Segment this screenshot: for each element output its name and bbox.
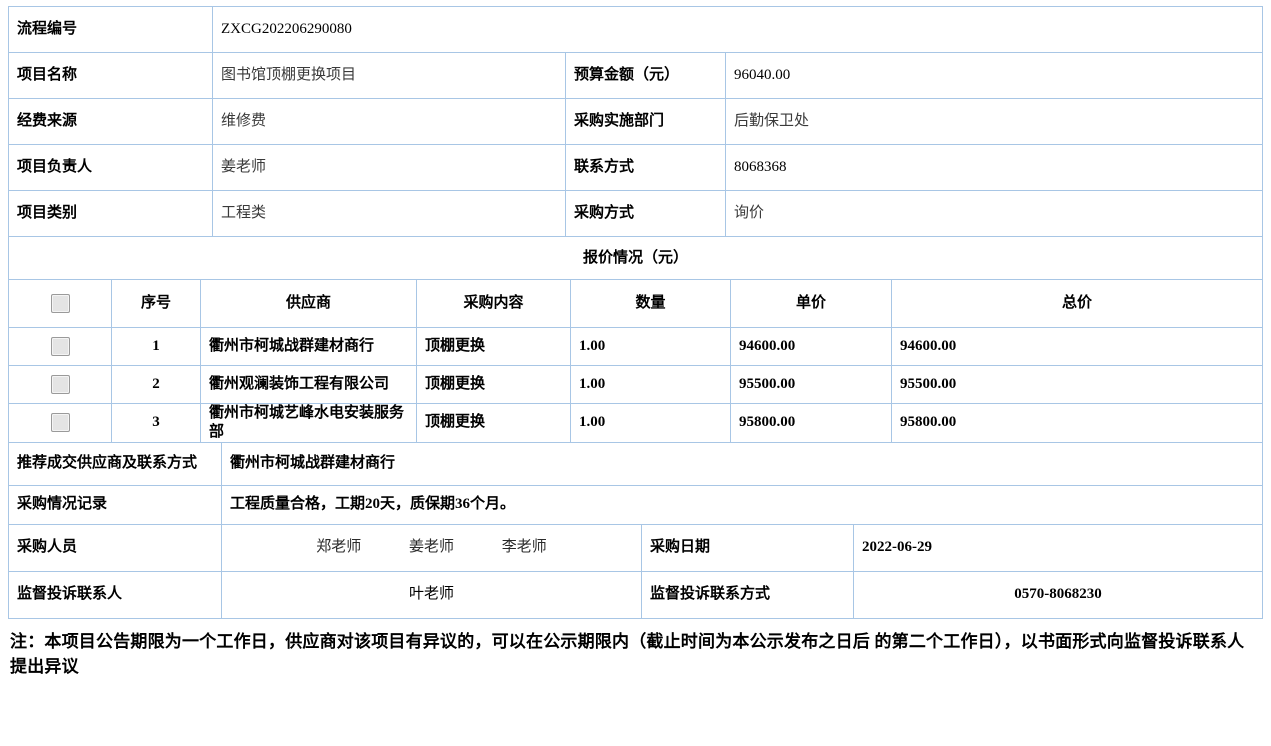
value-buyers: 郑老师 姜老师 李老师: [221, 523, 642, 572]
cell-quantity: 1.00: [570, 365, 731, 404]
quote-table: 序号 供应商 采购内容 数量 单价 总价 1 衢州市柯城战群建材商行 顶棚更换 …: [8, 279, 1263, 443]
cell-unit-price: 95800.00: [730, 403, 892, 443]
row-funding-source: 经费来源 维修费 采购实施部门 后勤保卫处: [8, 98, 1264, 145]
label-executing-department: 采购实施部门: [565, 98, 726, 145]
cell-quantity: 1.00: [570, 403, 731, 443]
checkbox-icon[interactable]: [50, 375, 70, 395]
row-buyers: 采购人员 郑老师 姜老师 李老师 采购日期 2022-06-29: [8, 523, 1263, 572]
value-procurement-method: 询价: [724, 190, 1264, 237]
label-purchase-date: 采购日期: [641, 523, 854, 572]
row-recommended-supplier: 推荐成交供应商及联系方式 衢州市柯城战群建材商行: [8, 441, 1263, 486]
row-checkbox-wrap[interactable]: [50, 375, 70, 395]
row-supervisor: 监督投诉联系人 叶老师 监督投诉联系方式 0570-8068230: [8, 570, 1263, 619]
row-checkbox-cell[interactable]: [8, 327, 112, 366]
buyer-name: 李老师: [501, 539, 547, 556]
row-project-category: 项目类别 工程类 采购方式 询价: [8, 190, 1264, 237]
row-checkbox-cell[interactable]: [8, 365, 112, 404]
value-executing-department: 后勤保卫处: [724, 98, 1264, 145]
checkbox-icon[interactable]: [50, 337, 70, 357]
column-header-quantity: 数量: [570, 279, 731, 328]
value-supervisor-contact-method: 0570-8068230: [853, 570, 1263, 619]
cell-index: 1: [111, 327, 201, 366]
cell-unit-price: 94600.00: [730, 327, 892, 366]
column-header-supplier: 供应商: [200, 279, 417, 328]
checkbox-icon[interactable]: [50, 294, 70, 314]
row-checkbox-cell[interactable]: [8, 403, 112, 443]
announcement-note: 注：本项目公告期限为一个工作日，供应商对该项目有异议的，可以在公示期限内（截止时…: [10, 631, 1245, 677]
label-process-number: 流程编号: [8, 6, 213, 53]
cell-total-price: 95800.00: [891, 403, 1263, 443]
value-recommended-supplier: 衢州市柯城战群建材商行: [221, 441, 1263, 486]
quote-table-header-row: 序号 供应商 采购内容 数量 单价 总价: [8, 279, 1263, 328]
value-project-category: 工程类: [212, 190, 566, 237]
label-funding-source: 经费来源: [8, 98, 213, 145]
label-buyers: 采购人员: [8, 523, 222, 572]
value-budget-amount: 96040.00: [724, 52, 1264, 99]
value-purchase-date: 2022-06-29: [853, 523, 1263, 572]
cell-content: 顶棚更换: [416, 403, 571, 443]
cell-unit-price: 95500.00: [730, 365, 892, 404]
cell-total-price: 95500.00: [891, 365, 1263, 404]
row-checkbox-wrap[interactable]: [50, 413, 70, 433]
row-procurement-record: 采购情况记录 工程质量合格，工期20天，质保期36个月。: [8, 484, 1263, 525]
value-project-name: 图书馆顶棚更换项目: [212, 52, 566, 99]
table-row: 3 衢州市柯城艺峰水电安装服务部 顶棚更换 1.00 95800.00 9580…: [8, 403, 1263, 443]
select-all-checkbox-wrap[interactable]: [50, 294, 70, 314]
cell-index: 3: [111, 403, 201, 443]
footer-table: 推荐成交供应商及联系方式 衢州市柯城战群建材商行 采购情况记录 工程质量合格，工…: [8, 441, 1263, 619]
column-header-unit-price: 单价: [730, 279, 892, 328]
row-project-name: 项目名称 图书馆顶棚更换项目 预算金额（元） 96040.00: [8, 52, 1264, 99]
cell-supplier: 衢州观澜装饰工程有限公司: [200, 365, 417, 404]
label-supervisor-contact-method: 监督投诉联系方式: [641, 570, 854, 619]
label-procurement-method: 采购方式: [565, 190, 726, 237]
row-process-number: 流程编号 ZXCG202206290080: [8, 6, 1264, 53]
label-procurement-record: 采购情况记录: [8, 484, 222, 525]
row-checkbox-wrap[interactable]: [50, 337, 70, 357]
cell-supplier: 衢州市柯城战群建材商行: [200, 327, 417, 366]
label-contact: 联系方式: [565, 144, 726, 191]
value-funding-source: 维修费: [212, 98, 566, 145]
cell-content: 顶棚更换: [416, 327, 571, 366]
cell-total-price: 94600.00: [891, 327, 1263, 366]
label-project-owner: 项目负责人: [8, 144, 213, 191]
quote-section-title: 报价情况（元）: [7, 236, 1264, 280]
row-quote-section-title: 报价情况（元）: [7, 236, 1264, 280]
label-project-category: 项目类别: [8, 190, 213, 237]
column-header-total-price: 总价: [891, 279, 1263, 328]
column-header-content: 采购内容: [416, 279, 571, 328]
select-all-header-cell[interactable]: [8, 279, 112, 328]
column-header-index: 序号: [111, 279, 201, 328]
value-supervisor-contact-person: 叶老师: [221, 570, 642, 619]
cell-quantity: 1.00: [570, 327, 731, 366]
value-process-number: ZXCG202206290080: [211, 6, 1264, 53]
cell-content: 顶棚更换: [416, 365, 571, 404]
value-project-owner: 姜老师: [212, 144, 566, 191]
label-project-name: 项目名称: [8, 52, 213, 99]
value-contact: 8068368: [724, 144, 1264, 191]
procurement-form-table: 流程编号 ZXCG202206290080 项目名称 图书馆顶棚更换项目 预算金…: [7, 6, 1264, 280]
table-row: 1 衢州市柯城战群建材商行 顶棚更换 1.00 94600.00 94600.0…: [8, 327, 1263, 366]
table-row: 2 衢州观澜装饰工程有限公司 顶棚更换 1.00 95500.00 95500.…: [8, 365, 1263, 404]
buyer-name: 姜老师: [408, 539, 454, 556]
checkbox-icon[interactable]: [50, 413, 70, 433]
label-recommended-supplier: 推荐成交供应商及联系方式: [8, 441, 222, 486]
buyer-name: 郑老师: [316, 539, 362, 556]
label-supervisor-contact-person: 监督投诉联系人: [8, 570, 222, 619]
cell-supplier: 衢州市柯城艺峰水电安装服务部: [200, 403, 417, 443]
value-procurement-record: 工程质量合格，工期20天，质保期36个月。: [221, 484, 1263, 525]
cell-index: 2: [111, 365, 201, 404]
label-budget-amount: 预算金额（元）: [565, 52, 726, 99]
row-project-owner: 项目负责人 姜老师 联系方式 8068368: [8, 144, 1264, 191]
